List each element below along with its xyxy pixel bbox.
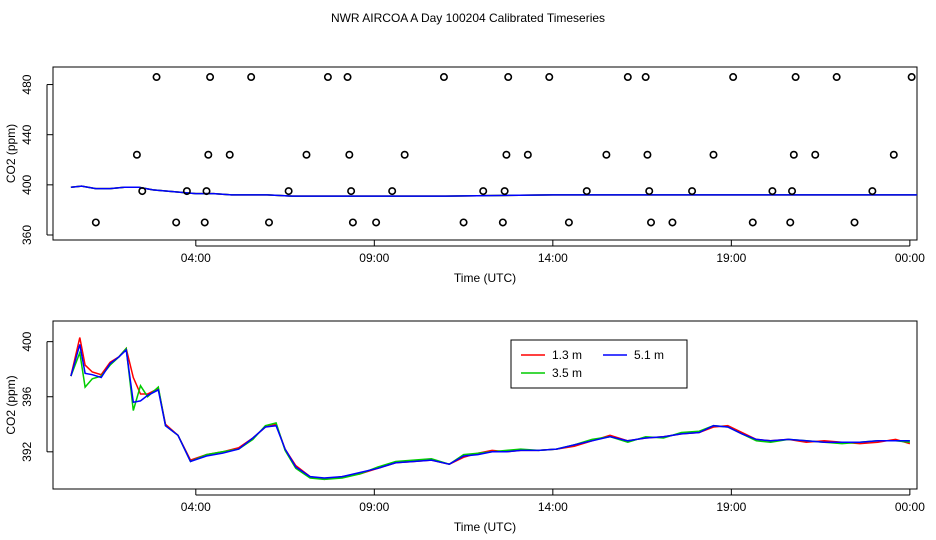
calibration-point bbox=[132, 150, 141, 159]
calibration-point bbox=[907, 73, 916, 82]
calibration-point bbox=[502, 150, 511, 159]
calibration-point bbox=[641, 73, 650, 82]
calibration-point bbox=[302, 150, 311, 159]
y-tick-label: 360 bbox=[20, 225, 34, 245]
plot-frame bbox=[52, 320, 918, 490]
calibration-point bbox=[138, 187, 147, 196]
calibration-point bbox=[889, 150, 898, 159]
calibration-point bbox=[400, 150, 409, 159]
calibration-point bbox=[225, 150, 234, 159]
legend-box bbox=[510, 339, 688, 389]
calibration-point bbox=[811, 150, 820, 159]
calibration-point bbox=[786, 218, 795, 227]
calibration-point bbox=[643, 150, 652, 159]
y-tick-label: 400 bbox=[20, 331, 34, 351]
calibration-point bbox=[788, 187, 797, 196]
calibration-point bbox=[582, 187, 591, 196]
legend-label: 1.3 m bbox=[552, 348, 582, 362]
x-tick-label: 09:00 bbox=[359, 500, 389, 514]
calibration-point bbox=[832, 73, 841, 82]
x-tick-label: 00:00 bbox=[895, 500, 925, 514]
calibration-point bbox=[545, 73, 554, 82]
calibration-point bbox=[729, 73, 738, 82]
calibration-point bbox=[647, 218, 656, 227]
calibration-point bbox=[688, 187, 697, 196]
calibration-point bbox=[602, 150, 611, 159]
calibration-point bbox=[348, 218, 357, 227]
x-tick-label: 19:00 bbox=[716, 500, 746, 514]
series-line-51m bbox=[70, 185, 917, 197]
y-tick-label: 440 bbox=[20, 124, 34, 144]
calibration-point bbox=[152, 73, 161, 82]
calibration-point bbox=[564, 218, 573, 227]
calibration-point bbox=[768, 187, 777, 196]
plot-frame bbox=[52, 66, 918, 241]
calibration-point bbox=[264, 218, 273, 227]
calibration-point bbox=[206, 73, 215, 82]
calibration-point bbox=[204, 150, 213, 159]
calibration-point bbox=[645, 187, 654, 196]
x-tick-label: 19:00 bbox=[716, 251, 746, 265]
y-axis-title: CO2 (ppm) bbox=[4, 375, 18, 434]
calibration-point bbox=[247, 73, 256, 82]
calibration-point bbox=[91, 218, 100, 227]
x-tick-label: 14:00 bbox=[538, 251, 568, 265]
y-tick-label: 400 bbox=[20, 175, 34, 195]
y-tick-label: 396 bbox=[20, 386, 34, 406]
calibration-point bbox=[668, 218, 677, 227]
top-panel: 360 400 440 480 04:00 09:00 14:00 19:00 00:00 Tim… bbox=[4, 66, 925, 285]
legend-label: 5.1 m bbox=[634, 348, 664, 362]
calibration-point bbox=[500, 187, 509, 196]
calibration-point bbox=[504, 73, 513, 82]
series-line-51m bbox=[70, 344, 910, 479]
legend-label: 3.5 m bbox=[552, 366, 582, 380]
calibration-point bbox=[868, 187, 877, 196]
calibration-point bbox=[347, 187, 356, 196]
legend: 1.3 m 5.1 m 3.5 m bbox=[510, 339, 688, 389]
calibration-point bbox=[388, 187, 397, 196]
bottom-panel: 392 396 400 04:00 09:00 14:00 19:00 00:00 Time (… bbox=[4, 320, 925, 534]
calibration-point bbox=[172, 218, 181, 227]
calibration-point bbox=[372, 218, 381, 227]
calibration-point bbox=[343, 73, 352, 82]
calibration-point bbox=[709, 150, 718, 159]
x-axis-title: Time (UTC) bbox=[454, 271, 516, 285]
y-tick-label: 392 bbox=[20, 441, 34, 461]
y-axis-title: CO2 (ppm) bbox=[4, 124, 18, 183]
x-tick-label: 04:00 bbox=[181, 500, 211, 514]
calibration-point bbox=[200, 218, 209, 227]
calibration-point bbox=[182, 187, 191, 196]
calibration-point bbox=[284, 187, 293, 196]
calibration-point bbox=[202, 187, 211, 196]
calibration-point bbox=[439, 73, 448, 82]
calibration-point bbox=[791, 73, 800, 82]
calibration-point bbox=[748, 218, 757, 227]
calibration-point bbox=[789, 150, 798, 159]
calibration-point bbox=[323, 73, 332, 82]
calibration-point bbox=[498, 218, 507, 227]
calibration-point bbox=[850, 218, 859, 227]
calibration-point bbox=[523, 150, 532, 159]
x-tick-label: 09:00 bbox=[359, 251, 389, 265]
x-tick-label: 14:00 bbox=[538, 500, 568, 514]
x-tick-label: 00:00 bbox=[895, 251, 925, 265]
calibration-point bbox=[479, 187, 488, 196]
calibration-point bbox=[345, 150, 354, 159]
calibration-point bbox=[623, 73, 632, 82]
calibration-point bbox=[459, 218, 468, 227]
x-tick-label: 04:00 bbox=[181, 251, 211, 265]
x-axis-title: Time (UTC) bbox=[454, 520, 516, 534]
y-tick-label: 480 bbox=[20, 74, 34, 94]
page-title: NWR AIRCOA A Day 100204 Calibrated Times… bbox=[331, 11, 605, 25]
